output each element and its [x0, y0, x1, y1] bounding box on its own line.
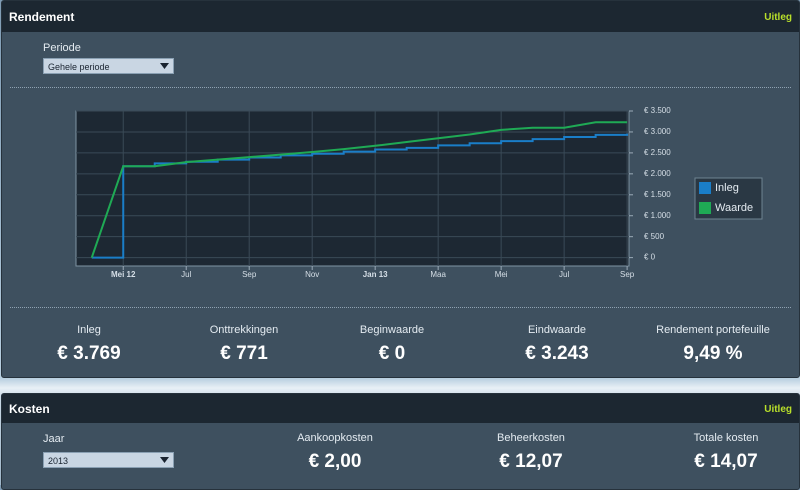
x-tick-label: Jul: [181, 270, 191, 279]
rendement-panel: Rendement Uitleg Periode Gehele periode …: [1, 0, 800, 378]
stat-value: € 2,00: [308, 451, 362, 472]
stat-label: Inleg: [77, 324, 101, 336]
stat: Rendement portefeuille 9,49 %: [633, 324, 793, 365]
stat-value: € 14,07: [694, 451, 758, 472]
stat-label: Onttrekkingen: [209, 324, 279, 336]
x-tick-label: Maa: [430, 270, 446, 279]
plot-area: [75, 110, 630, 267]
help-link[interactable]: Uitleg: [764, 404, 792, 415]
dropdown-arrow: [160, 63, 169, 69]
stat-value: € 3.243: [525, 343, 589, 364]
stat: Beginwaarde € 0: [312, 324, 472, 365]
stat: Inleg € 3.769: [9, 324, 169, 365]
panel-header: Kosten Uitleg: [2, 394, 799, 423]
x-tick-label: Jan 13: [363, 270, 388, 279]
legend-label: Waarde: [715, 202, 753, 214]
y-tick-label: € 3.000: [644, 127, 671, 136]
stat-value: € 0: [378, 343, 406, 364]
legend-swatch: [699, 202, 711, 214]
x-tick-label: Mei 12: [111, 270, 136, 279]
field-label: Periode: [43, 42, 81, 54]
panel-header: Rendement Uitleg: [2, 1, 799, 32]
field-label: Jaar: [43, 433, 65, 445]
y-tick-label: € 500: [644, 232, 665, 241]
kosten-panel: Kosten Uitleg Jaar 2013 Aankoopkosten € 2…: [1, 393, 800, 490]
stat: Totale kosten € 14,07: [646, 432, 799, 473]
stat-value: € 12,07: [499, 451, 563, 472]
panel-title: Rendement: [9, 10, 75, 24]
stat: Aankoopkosten € 2,00: [255, 432, 415, 473]
help-link[interactable]: Uitleg: [764, 12, 792, 23]
x-tick-label: Sep: [620, 270, 635, 279]
select-value: 2013: [48, 456, 69, 466]
dropdown-arrow: [160, 457, 169, 463]
stat-label: Eindwaarde: [527, 324, 587, 336]
stat-label: Rendement portefeuille: [656, 324, 770, 336]
stat: Beheerkosten € 12,07: [451, 432, 611, 473]
x-tick-label: Jul: [559, 270, 569, 279]
stat-value: 9,49 %: [683, 343, 743, 364]
legend-label: Inleg: [715, 182, 739, 194]
select-value: Gehele periode: [48, 62, 110, 72]
y-tick-label: € 2.500: [644, 148, 671, 157]
stat-label: Beginwaarde: [359, 324, 425, 336]
stat: Onttrekkingen € 771: [164, 324, 324, 365]
stat-value: € 3.769: [57, 343, 121, 364]
legend-swatch: [699, 182, 711, 194]
divider: [10, 87, 791, 88]
x-tick-label: Sep: [242, 270, 257, 279]
period-select[interactable]: Gehele periode: [43, 58, 174, 74]
series-line: [90, 121, 628, 258]
y-tick-label: € 3.500: [644, 106, 671, 115]
panel-title: Kosten: [9, 402, 50, 416]
y-tick-label: € 1.000: [644, 211, 671, 220]
divider: [10, 307, 791, 308]
y-tick-label: € 1.500: [644, 190, 671, 199]
stat-label: Beheerkosten: [497, 432, 565, 444]
x-tick-label: Nov: [305, 270, 319, 279]
stat-value: € 771: [220, 343, 268, 364]
stat-label: Aankoopkosten: [297, 432, 373, 444]
y-tick-label: € 0: [644, 253, 656, 262]
stat: Eindwaarde € 3.243: [477, 324, 637, 365]
x-tick-label: Mei: [495, 270, 508, 279]
y-tick-label: € 2.000: [644, 169, 671, 178]
year-select[interactable]: 2013: [43, 452, 174, 468]
chart: € 0 € 500 € 1.000 € 1.500 € 2.000 € 2.500 € 3.…: [75, 106, 763, 279]
stat-label: Totale kosten: [693, 432, 759, 444]
